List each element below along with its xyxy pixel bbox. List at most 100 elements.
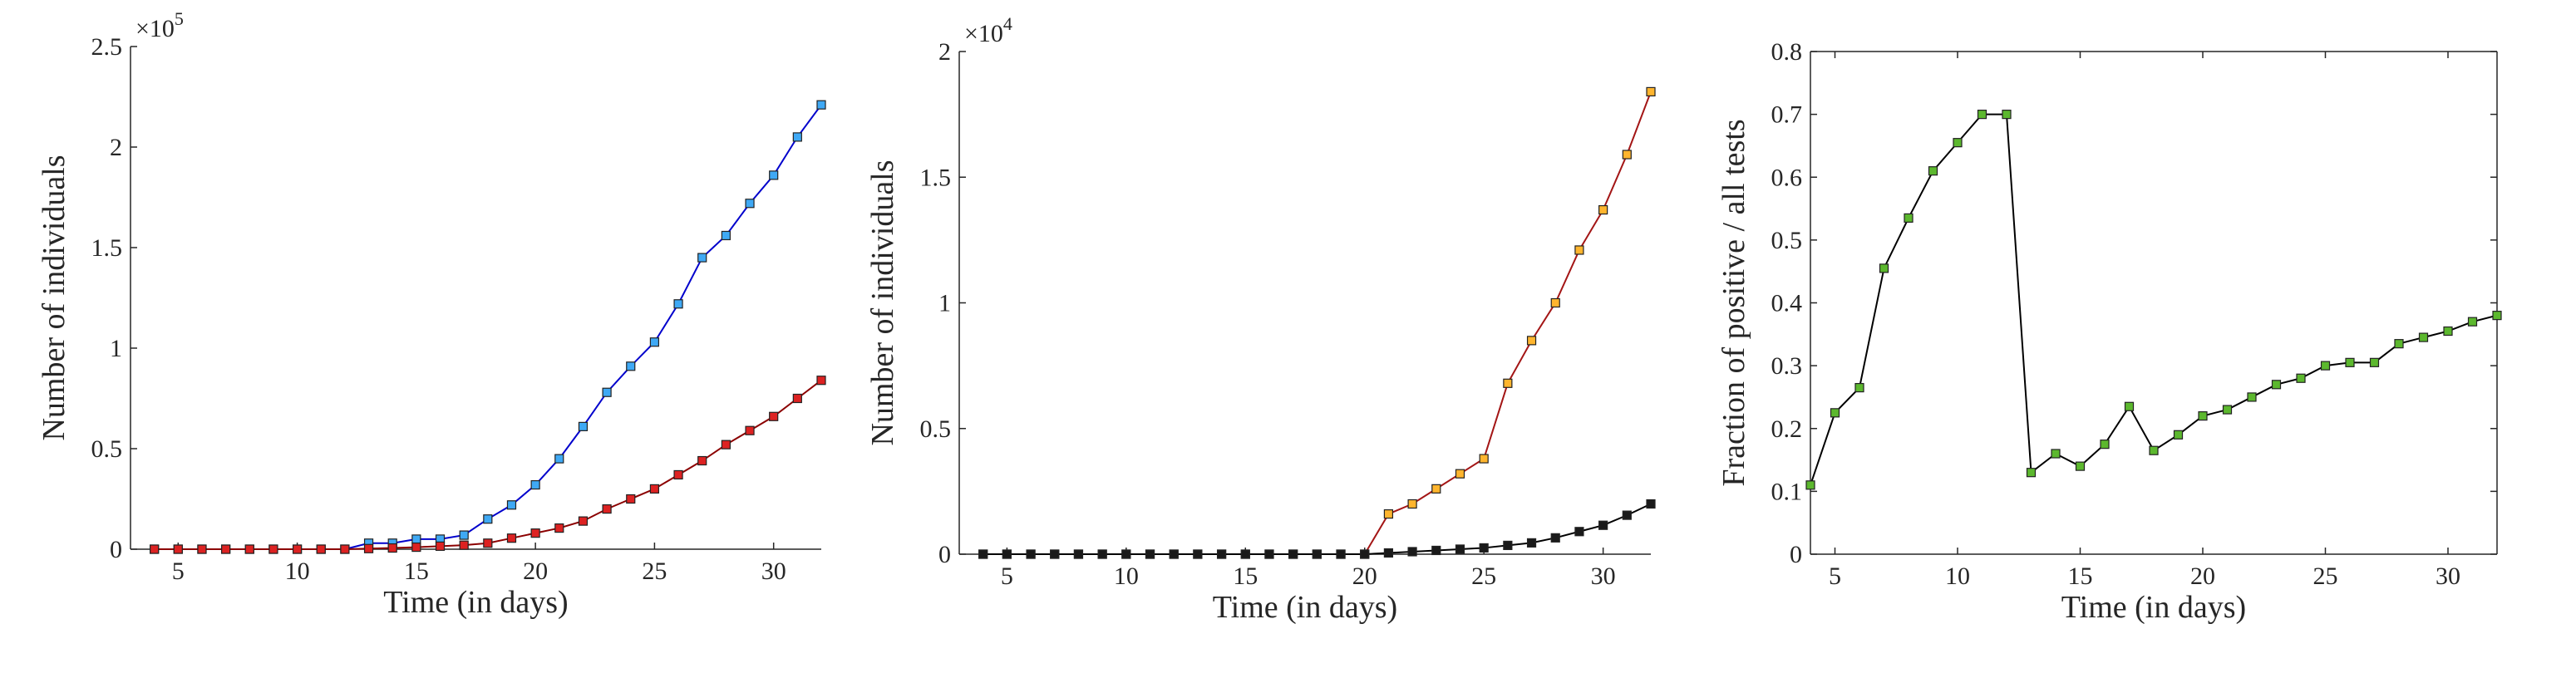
y-tick-label: 2.5 — [91, 33, 123, 61]
series-1-point — [554, 454, 564, 464]
series-1-point — [1879, 263, 1889, 273]
series-1-point — [2394, 339, 2404, 349]
series-2-point — [1622, 510, 1632, 520]
series-1-point — [411, 534, 421, 544]
series-1-point — [1953, 138, 1963, 148]
series-1-point — [602, 387, 612, 397]
series-2-point — [1264, 549, 1274, 559]
series-1-point — [1622, 150, 1632, 160]
series-1-point — [721, 230, 731, 241]
series-2-point — [978, 549, 988, 559]
series-1-point — [673, 299, 683, 309]
x-tick-label: 15 — [1233, 562, 1258, 590]
series-1-point — [1646, 86, 1656, 97]
x-tick-label: 25 — [2313, 562, 2338, 590]
x-tick-label: 30 — [1591, 562, 1616, 590]
series-1-point — [2051, 449, 2061, 459]
series-2-point — [1360, 549, 1370, 559]
y-tick-label: 0.6 — [1771, 164, 1803, 191]
series-1-point — [1407, 499, 1417, 509]
series-2-point — [197, 544, 207, 554]
y-axis-label: Fraction of positive / all tests — [1717, 119, 1751, 486]
series-1-point — [1574, 245, 1584, 255]
series-1-point — [1550, 297, 1560, 308]
series-1-point — [1977, 110, 1987, 120]
series-2-point — [745, 425, 755, 435]
series-2-point — [769, 411, 779, 421]
x-tick-label: 5 — [172, 558, 185, 585]
series-2-point — [1550, 533, 1560, 543]
series-1-point — [2492, 311, 2502, 321]
x-tick-label: 30 — [761, 558, 786, 585]
series-2-point — [1646, 499, 1656, 509]
series-2-point — [244, 544, 254, 554]
series-2-point — [316, 544, 326, 554]
y-tick-label: 0 — [938, 541, 951, 568]
series-2-point — [816, 376, 826, 386]
series-2-point — [1383, 548, 1394, 558]
series-1-point — [626, 361, 636, 371]
series-1-point — [1383, 508, 1394, 519]
series-1-point — [2271, 380, 2282, 390]
series-2-point — [792, 393, 802, 404]
x-axis-label: Time (in days) — [2061, 590, 2246, 625]
y-axis-label: Number of individuals — [865, 160, 900, 445]
series-1-point — [2026, 468, 2037, 478]
x-tick-label: 10 — [1945, 562, 1970, 590]
y-axis-label: Number of individuals — [37, 155, 71, 440]
y-tick-label: 1.5 — [91, 234, 123, 262]
y-tick-label: 0.3 — [1771, 352, 1803, 380]
series-1-point — [745, 199, 755, 209]
y-tick-label: 0 — [1790, 541, 1802, 568]
series-2-point — [1121, 549, 1131, 559]
y-tick-label: 0.5 — [920, 415, 952, 443]
x-axis-label: Time (in days) — [1213, 590, 1397, 625]
series-1-point — [649, 337, 660, 347]
series-1-point — [697, 253, 707, 263]
series-1-point — [2443, 326, 2453, 336]
y-tick-label: 2 — [110, 134, 122, 161]
series-1-point — [2002, 110, 2012, 120]
series-2-point — [1479, 543, 1489, 553]
series-1-line — [154, 104, 822, 550]
series-2-point — [1574, 527, 1584, 537]
series-1-point — [1479, 454, 1489, 464]
series-1-point — [2100, 440, 2110, 449]
series-1-point — [2369, 357, 2380, 367]
series-1-point — [530, 479, 540, 490]
series-2-point — [1216, 549, 1227, 559]
series-1-point — [2124, 401, 2135, 411]
y-tick-label: 0.7 — [1771, 101, 1803, 129]
series-2-point — [387, 543, 397, 553]
series-2-point — [173, 544, 183, 554]
series-2-point — [578, 516, 589, 526]
y-tick-label: 1.5 — [920, 164, 952, 191]
series-2-line — [983, 503, 1652, 555]
y-tick-label: 1 — [938, 290, 951, 317]
series-2-point — [602, 504, 612, 514]
series-2-point — [411, 542, 421, 553]
series-2-point — [1169, 549, 1179, 559]
series-2-point — [1407, 547, 1417, 557]
x-axis-label: Time (in days) — [383, 585, 568, 620]
chart-1: 5 10 15 20 25 30 0 0.5 1 1.5 2 2.5 ×105 Time (in days… — [37, 8, 826, 620]
series-2-point — [506, 533, 517, 543]
series-2-point — [697, 455, 707, 466]
series-2-point — [150, 544, 160, 554]
series-1-point — [1904, 213, 1914, 224]
series-1-point — [1805, 480, 1815, 490]
series-1-point — [1503, 378, 1513, 388]
series-1-point — [578, 421, 589, 431]
series-1-point — [2075, 461, 2086, 471]
series-2-point — [1145, 549, 1155, 559]
series-1-point — [2418, 332, 2429, 342]
y-tick-label: 0.8 — [1771, 38, 1803, 66]
series-2-point — [1288, 549, 1298, 559]
series-1-point — [2149, 445, 2159, 455]
series-1-point — [1598, 204, 1608, 215]
series-2-point — [221, 544, 231, 554]
y-tick-label: 1 — [110, 335, 122, 362]
series-2-point — [483, 538, 493, 548]
series-1-point — [1526, 336, 1537, 346]
series-2-point — [340, 544, 350, 554]
